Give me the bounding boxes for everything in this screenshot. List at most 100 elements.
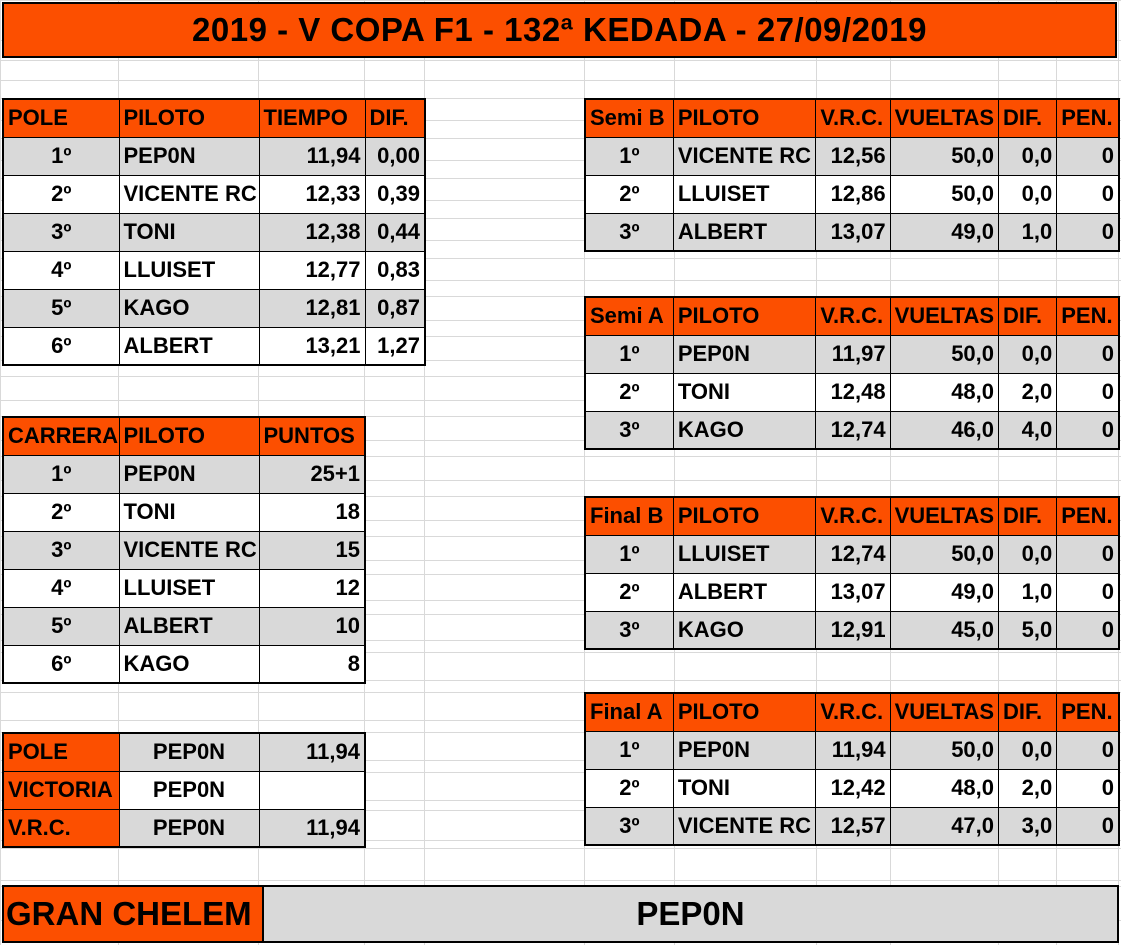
pilot-cell: TONI [118, 212, 260, 252]
position-cell: 1º [584, 534, 674, 574]
diff-cell: 0,44 [364, 212, 426, 252]
gran-chelem-label: GRAN CHELEM [4, 887, 264, 941]
diff-cell: 1,0 [998, 212, 1058, 252]
header-cell: VUELTAS [889, 692, 1000, 732]
header-cell: POLE [2, 98, 120, 138]
table-row: 1º PEP0N 11,97 50,0 0,0 0 [584, 334, 1120, 374]
table-header: Final A PILOTO V.R.C. VUELTAS DIF. PEN. [584, 692, 1120, 732]
laps-cell: 50,0 [889, 334, 1000, 374]
table-header: Semi B PILOTO V.R.C. VUELTAS DIF. PEN. [584, 98, 1120, 138]
pilot-cell: KAGO [672, 610, 817, 650]
points-cell: 12 [258, 568, 366, 608]
header-cell: VUELTAS [889, 496, 1000, 536]
header-cell: TIEMPO [258, 98, 366, 138]
pilot-cell: LLUISET [672, 174, 817, 214]
final-a-table: Final A PILOTO V.R.C. VUELTAS DIF. PEN. … [584, 692, 1120, 846]
header-cell: DIF. [998, 296, 1058, 336]
points-cell: 8 [258, 644, 366, 684]
vrc-cell: 12,91 [815, 610, 891, 650]
position-cell: 3º [2, 530, 120, 570]
header-cell: PEN. [1056, 98, 1120, 138]
header-cell: DIF. [998, 496, 1058, 536]
penalty-cell: 0 [1056, 806, 1120, 846]
diff-cell: 0,0 [998, 730, 1058, 770]
header-cell: V.R.C. [815, 692, 891, 732]
laps-cell: 50,0 [889, 534, 1000, 574]
table-row: 2º ALBERT 13,07 49,0 1,0 0 [584, 572, 1120, 612]
diff-cell: 0,0 [998, 534, 1058, 574]
vrc-cell: 12,48 [815, 372, 891, 412]
pilot-cell: PEP0N [118, 136, 260, 176]
header-cell: Semi B [584, 98, 674, 138]
penalty-cell: 0 [1056, 334, 1120, 374]
pilot-cell: LLUISET [672, 534, 817, 574]
header-cell: VUELTAS [889, 296, 1000, 336]
vrc-cell: 11,94 [815, 730, 891, 770]
header-cell: CARRERA [2, 416, 120, 456]
vrc-cell: 12,42 [815, 768, 891, 808]
pilot-cell: VICENTE RC [672, 136, 817, 176]
time-cell: 12,38 [258, 212, 366, 252]
header-cell: DIF. [364, 98, 426, 138]
penalty-cell: 0 [1056, 610, 1120, 650]
table-header: CARRERA PILOTO PUNTOS [2, 416, 366, 456]
pilot-cell: LLUISET [118, 250, 260, 290]
pilot-cell: TONI [672, 372, 817, 412]
gran-chelem-value: PEP0N [264, 887, 1117, 941]
position-cell: 4º [2, 568, 120, 608]
table-row: 5º ALBERT 10 [2, 606, 366, 646]
position-cell: 2º [584, 768, 674, 808]
table-row: 3º KAGO 12,74 46,0 4,0 0 [584, 410, 1120, 450]
position-cell: 3º [584, 410, 674, 450]
vrc-cell: 13,07 [815, 572, 891, 612]
pilot-cell: VICENTE RC [118, 174, 260, 214]
summary-label: V.R.C. [2, 808, 120, 848]
laps-cell: 48,0 [889, 768, 1000, 808]
position-cell: 2º [584, 572, 674, 612]
penalty-cell: 0 [1056, 768, 1120, 808]
table-row: 2º TONI 12,48 48,0 2,0 0 [584, 372, 1120, 412]
table-row: 1º LLUISET 12,74 50,0 0,0 0 [584, 534, 1120, 574]
table-row: 2º TONI 12,42 48,0 2,0 0 [584, 768, 1120, 808]
final-b-table: Final B PILOTO V.R.C. VUELTAS DIF. PEN. … [584, 496, 1120, 650]
penalty-cell: 0 [1056, 410, 1120, 450]
position-cell: 4º [2, 250, 120, 290]
vrc-cell: 12,56 [815, 136, 891, 176]
semi-a-table: Semi A PILOTO V.R.C. VUELTAS DIF. PEN. 1… [584, 296, 1120, 450]
laps-cell: 50,0 [889, 136, 1000, 176]
table-row: 4º LLUISET 12 [2, 568, 366, 608]
vrc-cell: 12,86 [815, 174, 891, 214]
position-cell: 1º [2, 454, 120, 494]
pilot-cell: KAGO [118, 288, 260, 328]
table-row: 2º LLUISET 12,86 50,0 0,0 0 [584, 174, 1120, 214]
header-cell: PEN. [1056, 496, 1120, 536]
penalty-cell: 0 [1056, 730, 1120, 770]
pilot-cell: PEP0N [118, 808, 260, 848]
header-cell: PEN. [1056, 296, 1120, 336]
table-row: 4º LLUISET 12,77 0,83 [2, 250, 426, 290]
vrc-cell: 11,97 [815, 334, 891, 374]
position-cell: 5º [2, 288, 120, 328]
diff-cell: 0,00 [364, 136, 426, 176]
pilot-cell: KAGO [118, 644, 260, 684]
table-row: 3º KAGO 12,91 45,0 5,0 0 [584, 610, 1120, 650]
header-cell: V.R.C. [815, 496, 891, 536]
header-cell: VUELTAS [889, 98, 1000, 138]
laps-cell: 46,0 [889, 410, 1000, 450]
diff-cell: 0,0 [998, 334, 1058, 374]
header-cell: Final A [584, 692, 674, 732]
position-cell: 1º [584, 334, 674, 374]
penalty-cell: 0 [1056, 174, 1120, 214]
position-cell: 2º [584, 372, 674, 412]
pilot-cell: TONI [118, 492, 260, 532]
table-row: 3º ALBERT 13,07 49,0 1,0 0 [584, 212, 1120, 252]
diff-cell: 0,83 [364, 250, 426, 290]
table-row: 6º ALBERT 13,21 1,27 [2, 326, 426, 366]
position-cell: 2º [584, 174, 674, 214]
pilot-cell: PEP0N [672, 334, 817, 374]
penalty-cell: 0 [1056, 572, 1120, 612]
header-cell: PILOTO [672, 296, 817, 336]
table-row: V.R.C. PEP0N 11,94 [2, 808, 366, 848]
header-cell: PILOTO [118, 416, 260, 456]
table-header: Final B PILOTO V.R.C. VUELTAS DIF. PEN. [584, 496, 1120, 536]
